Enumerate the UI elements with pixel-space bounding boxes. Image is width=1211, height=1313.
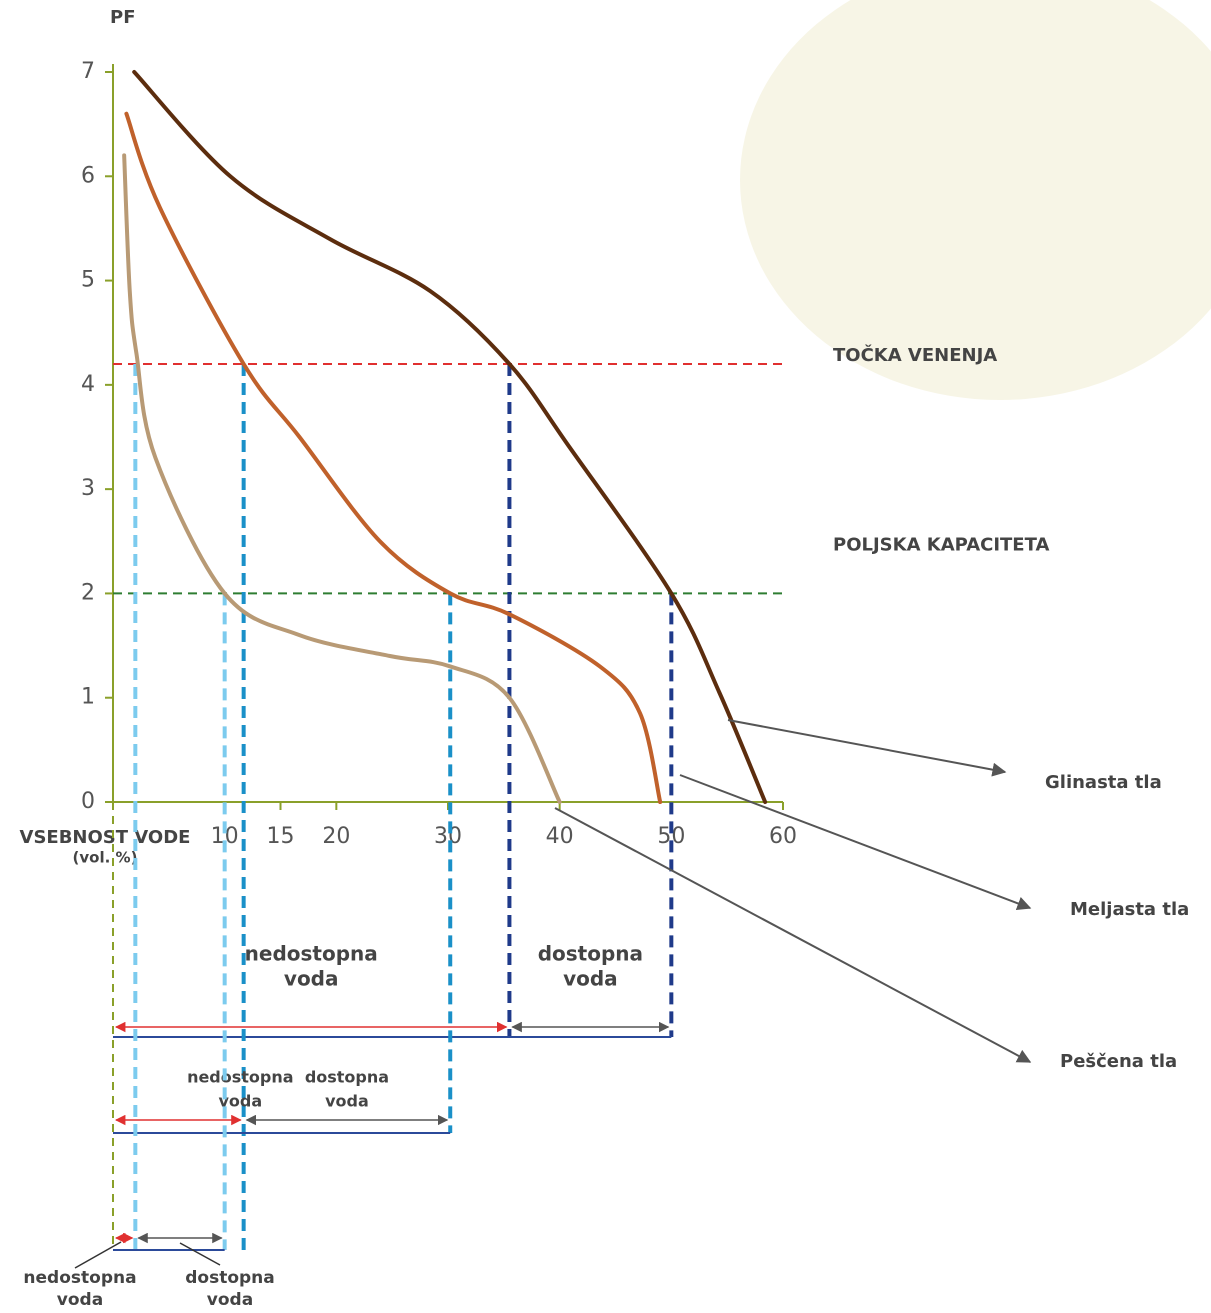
reference-label: POLJSKA KAPACITETA [833,534,1049,555]
x-tick-label: 15 [267,824,295,849]
legend-pointer [727,719,1007,777]
unavailable-label: voda [284,967,339,991]
x-tick-label: 60 [769,824,797,849]
available-label: dostopna [185,1268,275,1288]
curve [122,153,562,804]
available-label: voda [325,1092,369,1111]
reference-label: TOČKA VENENJA [833,344,997,366]
y-tick-label: 6 [81,163,95,188]
y-tick-label: 1 [81,685,95,710]
x-tick-label: 40 [546,824,574,849]
unavailable-label: nedostopna [187,1068,294,1087]
available-label: voda [563,967,618,991]
label-pointer [74,1241,122,1269]
legend-pointer [679,774,1032,911]
unavailable-label: nedostopna [245,942,378,966]
y-tick-label: 4 [81,372,95,397]
unavailable-label: voda [218,1092,262,1111]
curve [132,70,768,804]
y-tick-label: 0 [81,789,95,814]
available-label: dostopna [305,1068,389,1087]
x-axis-label: (vol. %) [73,849,138,867]
curve [124,111,663,804]
legend-label: Peščena tla [1060,1051,1177,1072]
x-tick-label: 20 [322,824,350,849]
unavailable-label: voda [57,1290,103,1310]
unavailable-label: nedostopna [23,1268,136,1288]
label-pointer [179,1242,221,1266]
background-decoration [740,0,1211,400]
y-tick-label: 7 [81,59,95,84]
y-tick-label: 3 [81,476,95,501]
x-axis-label: VSEBNOST VODE [20,827,191,848]
y-tick-label: 2 [81,580,95,605]
legend-pointer [554,807,1032,1063]
y-tick-label: 5 [81,268,95,293]
legend-label: Meljasta tla [1070,899,1189,920]
y-axis-label: PF [110,7,136,28]
available-label: voda [207,1290,253,1310]
legend-label: Glinasta tla [1045,772,1162,793]
x-tick-label: 30 [434,824,462,849]
available-label: dostopna [538,942,643,966]
